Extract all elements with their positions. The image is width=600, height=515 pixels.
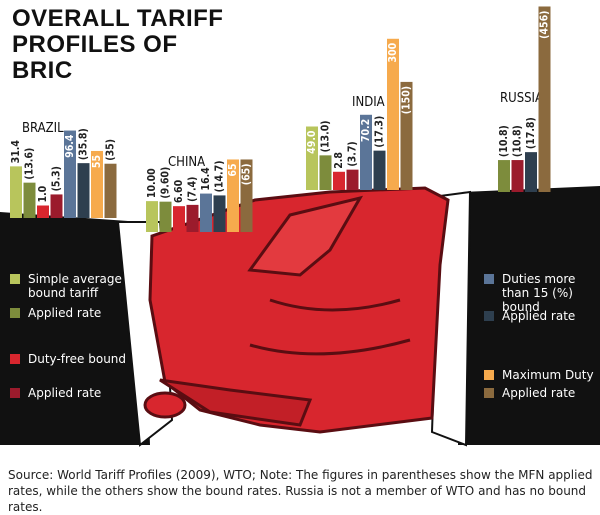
bar — [306, 126, 318, 190]
bar — [37, 205, 49, 218]
value-label: (13.6) — [24, 148, 36, 180]
bar — [346, 169, 359, 190]
value-label: (5.3) — [51, 166, 63, 191]
value-label: 70.2 — [360, 119, 372, 142]
legend-label: Simple average bound tariff — [28, 272, 122, 300]
value-label: 6.60 — [173, 179, 185, 203]
value-label: (65) — [241, 163, 253, 185]
bar — [525, 152, 537, 192]
value-label: (7.4) — [187, 177, 199, 202]
legend-entry: Applied rate — [484, 386, 600, 400]
bar — [400, 81, 413, 190]
value-label: (14.7) — [214, 160, 226, 192]
legend-swatch — [10, 388, 20, 398]
legend-label: Applied rate — [502, 309, 576, 323]
bar — [360, 114, 372, 190]
bar — [227, 159, 239, 232]
bar — [159, 201, 172, 232]
bar — [173, 206, 185, 232]
handshake-illustration — [0, 186, 600, 447]
value-label: (17.3) — [374, 116, 386, 148]
legend-label: Applied rate — [28, 386, 102, 400]
country-label: CHINA — [168, 155, 205, 170]
source-note: Source: World Tariff Profiles (2009), WT… — [8, 468, 593, 514]
legend-entry: Applied rate — [10, 306, 128, 320]
value-label: (456) — [539, 10, 551, 38]
bar — [333, 171, 345, 190]
legend-label: Applied rate — [502, 386, 576, 400]
value-label: (9.60) — [160, 167, 172, 199]
legend-label: Maximum Duty — [502, 368, 594, 382]
bar — [104, 163, 117, 218]
bar — [200, 193, 212, 232]
legend-entry: Duties more than 15 (%) bound — [484, 272, 600, 314]
legend-entry: Duty-free bound — [10, 352, 128, 366]
legend-swatch — [484, 388, 494, 398]
value-label: 65 — [227, 163, 239, 176]
legend-swatch — [10, 354, 20, 364]
value-label: 300 — [387, 42, 399, 62]
legend-entry: Maximum Duty — [484, 368, 600, 382]
bar — [240, 159, 253, 232]
value-label: (150) — [401, 86, 413, 114]
value-label: 10.00 — [146, 168, 158, 198]
legend-swatch — [484, 311, 494, 321]
bar — [186, 204, 199, 232]
value-label: (13.0) — [320, 120, 332, 152]
bar — [213, 195, 226, 232]
chart-title: OVERALL TARIFF PROFILES OF BRIC — [12, 5, 224, 84]
country-label: INDIA — [352, 95, 385, 110]
legend-entry: Applied rate — [484, 309, 600, 323]
legend-swatch — [484, 274, 494, 284]
value-label: 16.4 — [200, 167, 212, 191]
value-label: (35) — [105, 139, 117, 161]
legend-label: Applied rate — [28, 306, 102, 320]
legend-swatch — [10, 274, 20, 284]
legend-swatch — [10, 308, 20, 318]
legend-label: Duty-free bound — [28, 352, 127, 366]
value-label: 49.0 — [306, 130, 318, 154]
value-label: 55 — [91, 155, 103, 168]
bar — [146, 201, 158, 232]
legend-entry: Applied rate — [10, 386, 128, 400]
bar — [10, 166, 22, 218]
value-label: (10.8) — [512, 125, 524, 157]
value-label: 1.0 — [37, 185, 49, 202]
bar — [538, 6, 551, 192]
country-label: RUSSIA — [500, 91, 543, 106]
value-label: (3.7) — [347, 141, 359, 166]
value-label: 96.4 — [64, 134, 76, 158]
legend-entry: Simple average bound tariff — [10, 272, 128, 300]
bar — [511, 160, 524, 192]
bar — [50, 194, 63, 218]
value-label: (17.8) — [525, 117, 537, 149]
bar — [23, 182, 36, 218]
bar — [64, 130, 76, 218]
bar — [387, 38, 399, 190]
country-label: BRAZIL — [22, 121, 64, 136]
bar — [498, 160, 510, 192]
value-label: (35.8) — [78, 128, 90, 160]
value-label: 31.4 — [10, 140, 22, 164]
bar — [77, 163, 90, 218]
value-label: 2.8 — [333, 152, 345, 169]
bar — [373, 150, 386, 190]
value-label: (10.8) — [498, 125, 510, 157]
legend-label: Duties more than 15 (%) bound — [502, 272, 576, 314]
bar — [91, 150, 103, 218]
legend-swatch — [484, 370, 494, 380]
bar — [319, 155, 332, 190]
